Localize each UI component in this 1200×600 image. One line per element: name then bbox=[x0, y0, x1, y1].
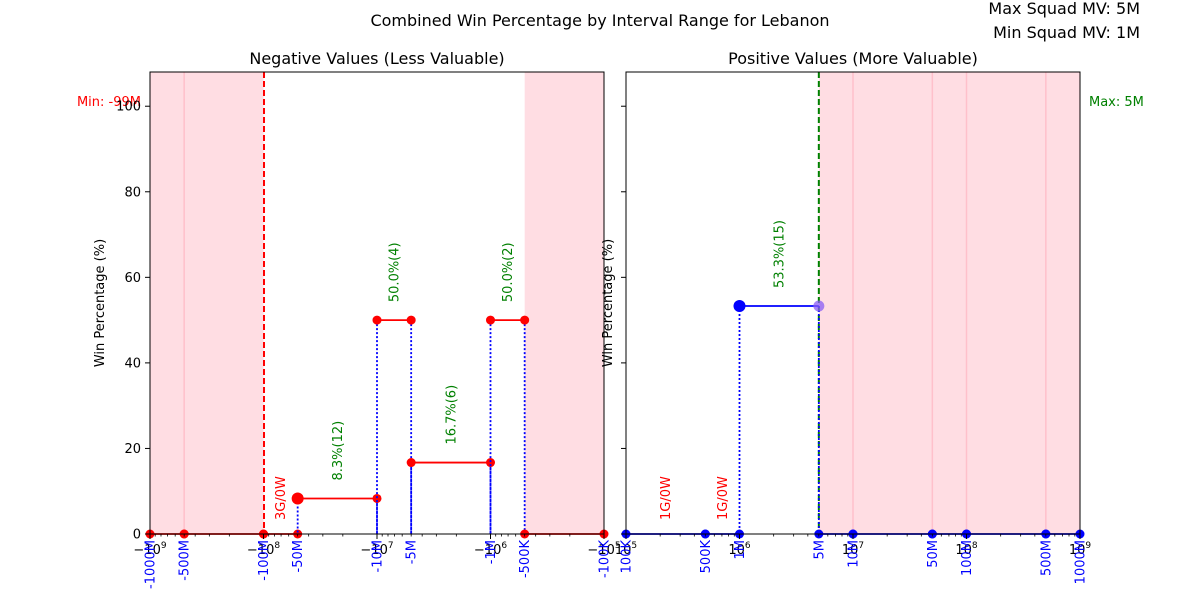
negative-annotation-6: 50.0%(2) bbox=[501, 242, 516, 302]
positive-interval-label-7: 500M bbox=[1039, 540, 1054, 576]
negative-ytick-label-5: 100 bbox=[116, 100, 141, 115]
negative-panel-title: Negative Values (Less Valuable) bbox=[249, 49, 504, 68]
negative-point-start-3 bbox=[291, 492, 304, 505]
negative-ytick-label-1: 20 bbox=[124, 442, 141, 457]
negative-interval-label-5: -5M bbox=[405, 540, 420, 564]
negative-point-end-6 bbox=[520, 315, 530, 325]
negative-annotation-2: 3G/0W bbox=[274, 476, 289, 520]
negative-point-start-5 bbox=[406, 458, 416, 468]
negative-shaded-range-1 bbox=[524, 72, 604, 534]
negative-annotation-3: 8.3%(12) bbox=[331, 421, 346, 481]
negative-reference-label: Min: -99M bbox=[77, 95, 141, 110]
negative-y-axis-label: Win Percentage (%) bbox=[93, 239, 108, 367]
positive-annotation-0: 1G/0W bbox=[659, 476, 674, 520]
figure-suptitle: Combined Win Percentage by Interval Rang… bbox=[370, 11, 829, 30]
positive-annotation-2: 53.3%(15) bbox=[773, 220, 788, 288]
negative-interval-label-0: -1000M bbox=[144, 540, 159, 589]
negative-xtick-major-label-4: −105 bbox=[587, 541, 620, 558]
positive-panel-title: Positive Values (More Valuable) bbox=[728, 49, 978, 68]
positive-interval-label-1: 500K bbox=[699, 540, 714, 574]
negative-xtick-major-label-1: −108 bbox=[247, 541, 280, 558]
max-squad-label: Max Squad MV: 5M bbox=[988, 0, 1140, 18]
positive-interval-label-8: 1000M bbox=[1074, 540, 1089, 584]
positive-xtick-major-label-3: 108 bbox=[955, 541, 978, 558]
positive-interval-label-4: 10M bbox=[847, 540, 862, 568]
positive-interval-label-6: 100M bbox=[960, 540, 975, 576]
negative-annotation-4: 50.0%(4) bbox=[388, 242, 403, 302]
negative-point-end-5 bbox=[486, 458, 495, 468]
negative-point-start-4 bbox=[372, 315, 382, 325]
negative-interval-label-4: -10M bbox=[371, 540, 386, 572]
min-squad-label: Min Squad MV: 1M bbox=[993, 23, 1140, 42]
negative-ytick-label-4: 80 bbox=[124, 185, 141, 200]
positive-values-panel: Positive Values (More Valuable) Win Perc… bbox=[601, 49, 1144, 584]
positive-interval-label-0: 100K bbox=[620, 540, 635, 574]
positive-xtick-major-label-1: 106 bbox=[728, 541, 751, 558]
positive-y-axis-label: Win Percentage (%) bbox=[601, 239, 616, 367]
positive-interval-label-5: 50M bbox=[926, 540, 941, 568]
negative-point-end-4 bbox=[406, 315, 416, 325]
negative-interval-label-8: -100K bbox=[598, 540, 613, 579]
positive-annotation-1: 1G/0W bbox=[716, 476, 731, 520]
negative-interval-label-3: -50M bbox=[291, 540, 306, 572]
negative-interval-label-1: -500M bbox=[178, 540, 193, 581]
negative-ytick-label-2: 40 bbox=[124, 356, 141, 371]
negative-xtick-major-label-3: −106 bbox=[474, 541, 507, 558]
negative-interval-label-2: -100M bbox=[257, 540, 272, 581]
negative-xtick-major-label-0: −109 bbox=[133, 541, 166, 558]
positive-xtick-major-label-0: 105 bbox=[615, 541, 637, 558]
positive-interval-label-3: 5M bbox=[812, 540, 827, 560]
positive-xtick-major-label-2: 107 bbox=[842, 541, 864, 558]
negative-annotation-5: 16.7%(6) bbox=[444, 385, 459, 445]
negative-point-end-3 bbox=[372, 493, 382, 503]
positive-interval-label-2: 1M bbox=[733, 540, 748, 560]
negative-ytick-label-3: 60 bbox=[124, 271, 141, 286]
positive-reference-label: Max: 5M bbox=[1089, 95, 1144, 110]
positive-shaded-range-0 bbox=[818, 72, 1080, 534]
negative-xtick-major-label-2: −107 bbox=[360, 541, 393, 558]
negative-values-panel: Negative Values (Less Valuable) Win Perc… bbox=[77, 49, 621, 589]
positive-xtick-major-label-4: 109 bbox=[1069, 541, 1092, 558]
positive-point-end-2 bbox=[813, 300, 825, 312]
negative-ytick-label-0: 0 bbox=[133, 528, 141, 543]
negative-shaded-range-0 bbox=[150, 72, 264, 534]
negative-point-start-6 bbox=[486, 315, 495, 325]
negative-interval-label-6: -1M bbox=[484, 540, 499, 564]
negative-interval-label-7: -500K bbox=[518, 540, 533, 579]
positive-point-start-2 bbox=[733, 299, 746, 312]
